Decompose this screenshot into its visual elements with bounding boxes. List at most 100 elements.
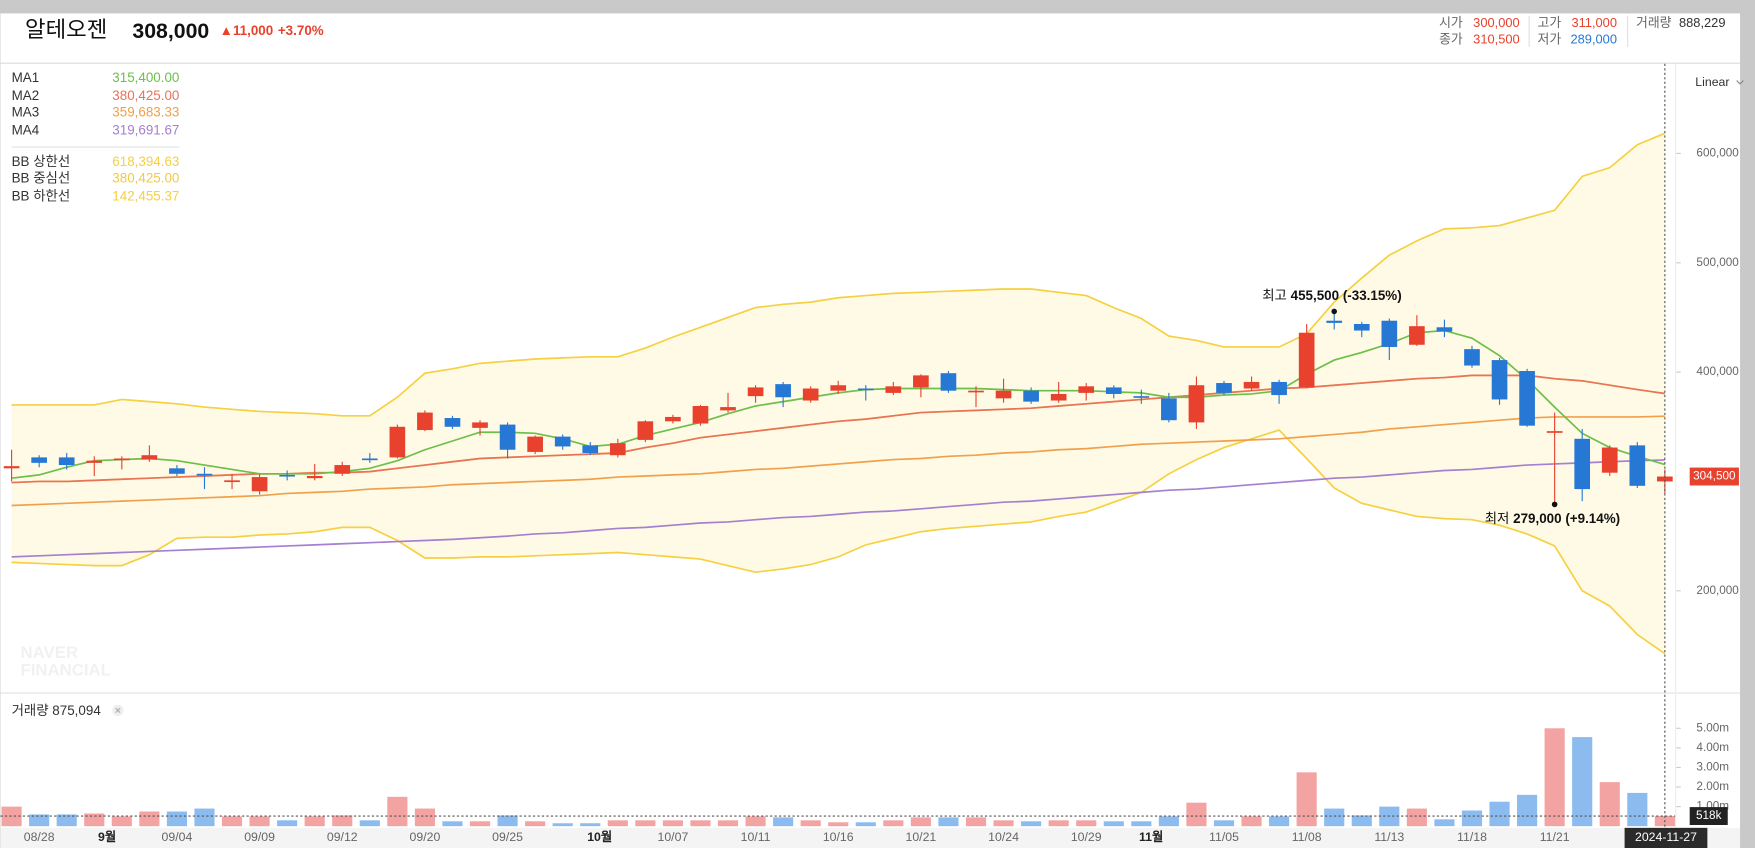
candle-body [940, 373, 957, 391]
candle-body [1574, 438, 1591, 490]
candle-body [169, 468, 185, 474]
x-tick-label: 09/12 [327, 830, 358, 844]
indicator-line [11, 415, 1665, 507]
candle-body [1188, 385, 1205, 423]
x-tick-label: 09/25 [492, 830, 523, 844]
note-prefix: 최저 [1485, 510, 1510, 525]
candle-body [913, 375, 929, 388]
volume-tag [1689, 807, 1728, 825]
volume-bar [1572, 737, 1593, 827]
quote-label: 종가 [1439, 32, 1463, 47]
legend-name: MA1 [12, 70, 40, 85]
candle-body [1243, 381, 1260, 389]
candle-body [775, 384, 791, 398]
x-tick-label: 10/29 [1071, 830, 1102, 844]
chevron[interactable] [1736, 80, 1744, 85]
price-change: ▲11,000 [220, 23, 274, 38]
note-change: (+9.14%) [1565, 510, 1620, 525]
candle-body [1216, 383, 1232, 393]
legend-value: 319,691.67 [112, 122, 179, 137]
candle-body [306, 475, 323, 479]
candle-body [499, 424, 516, 450]
close-icon-x[interactable] [115, 707, 121, 714]
note-prefix: 최고 [1262, 287, 1287, 302]
watermark: NAVER [21, 643, 78, 662]
volume-bar [910, 817, 931, 827]
candle-body [1023, 390, 1039, 402]
extreme-note: 최고 455,500 (-33.15%) [1262, 287, 1401, 302]
candle-body [665, 416, 681, 422]
extreme-dot [1331, 308, 1338, 315]
y-tick-label: 400,000 [1696, 365, 1739, 378]
volume-bar [883, 820, 904, 827]
volume-bar [414, 808, 435, 827]
x-tick-label: 10/16 [823, 830, 854, 844]
legend-value: 380,425.00 [112, 171, 179, 186]
volume-bar [965, 817, 987, 827]
x-tick-label: 10월 [587, 829, 612, 844]
quote-value: 289,000 [1570, 32, 1616, 47]
volume-bar [855, 822, 876, 827]
legend-name: BB 중심선 [12, 171, 71, 186]
volume-bar [1269, 816, 1290, 827]
legend-value: 380,425.00 [112, 88, 179, 103]
note-change: (-33.15%) [1343, 287, 1402, 302]
volume-bar [166, 811, 187, 827]
legend-name: MA3 [12, 105, 40, 120]
volume-bar [1186, 802, 1207, 827]
volume-tick-label: 4.00m [1696, 741, 1729, 754]
volume-bar [1351, 815, 1372, 827]
candle-body [1601, 447, 1618, 473]
volume-bar [1103, 821, 1124, 827]
y-tick-label: 600,000 [1696, 147, 1739, 160]
quote-value: 300,000 [1473, 15, 1519, 30]
candle-body [1105, 387, 1122, 394]
candle-body [527, 436, 543, 452]
volume-bar [1296, 772, 1317, 827]
quote-label: 거래량 [1636, 15, 1672, 30]
candle-body [1078, 386, 1095, 393]
x-tick-label: 10/24 [988, 830, 1019, 844]
candle-body [857, 388, 874, 391]
volume-bar [717, 820, 739, 827]
candle-body [279, 474, 295, 477]
volume-bar [111, 816, 132, 827]
x-tick-label: 11월 [1139, 829, 1163, 844]
x-tick-label: 11/18 [1457, 830, 1487, 844]
candle-body [885, 386, 902, 393]
candle-body [1161, 398, 1177, 421]
volume-bar [525, 821, 546, 827]
candle-body [31, 457, 47, 463]
candle-body [472, 422, 488, 428]
candle-body [1629, 445, 1646, 486]
volume-bar [552, 823, 573, 827]
volume-bar [84, 813, 105, 827]
candle-body [1464, 349, 1480, 366]
volume-bar [221, 816, 243, 827]
volume-bar [56, 814, 77, 827]
candle-body [1491, 360, 1508, 400]
candle-body [720, 407, 736, 411]
volume-bar [249, 816, 270, 827]
candle-body [1436, 327, 1453, 332]
x-tick-label: 10/11 [741, 830, 771, 844]
volume-bar [993, 820, 1014, 827]
volume-bar [1489, 801, 1510, 827]
x-tick-label: 11/21 [1540, 830, 1570, 844]
volume-tick-label: 3.00m [1696, 761, 1729, 774]
x-tick-label: 11/08 [1292, 830, 1322, 844]
volume-bar [1544, 728, 1565, 827]
x-tick-label: 09/09 [244, 830, 275, 844]
legend-name: MA2 [12, 88, 40, 103]
watermark: FINANCIAL [21, 661, 111, 680]
candle-body [113, 458, 130, 461]
quote-label: 저가 [1538, 32, 1562, 47]
indicator-line [11, 459, 1665, 558]
volume-bar [29, 814, 50, 827]
volume-bar [359, 820, 380, 827]
candle-body [582, 445, 599, 454]
volume-bar [1213, 820, 1235, 827]
volume-bar [690, 820, 711, 827]
scale-toggle[interactable]: Linear [1695, 75, 1729, 89]
